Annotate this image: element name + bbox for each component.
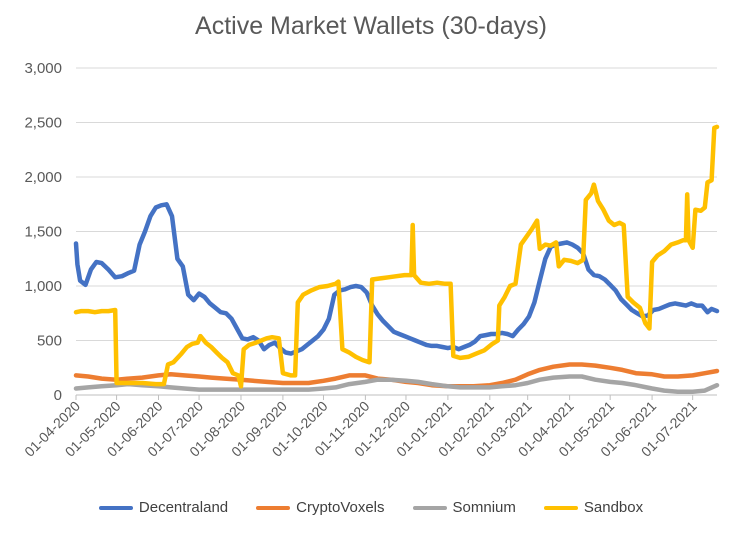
legend-swatch bbox=[98, 505, 133, 510]
y-tick-label: 2,500 bbox=[24, 115, 62, 132]
legend-label: Sandbox bbox=[583, 499, 644, 516]
legend: Decentraland CryptoVoxels Somnium Sandbox bbox=[0, 499, 742, 516]
legend-swatch bbox=[256, 505, 291, 510]
legend-swatch bbox=[543, 505, 578, 510]
y-axis-ticks: 0 500 1,000 1,500 2,000 2,500 3,000 bbox=[24, 60, 62, 404]
legend-item-sandbox: Sandbox bbox=[543, 499, 644, 516]
y-tick-label: 3,000 bbox=[24, 60, 62, 77]
y-tick-label: 1,500 bbox=[24, 224, 62, 241]
legend-swatch bbox=[412, 505, 447, 510]
legend-label: Decentraland bbox=[138, 499, 229, 516]
chart-title: Active Market Wallets (30-days) bbox=[195, 12, 547, 40]
series-line-somnium bbox=[73, 374, 720, 394]
x-axis-ticks: 01-04-202001-05-202001-06-202001-07-2020… bbox=[21, 395, 700, 460]
legend-item-somnium: Somnium bbox=[412, 499, 516, 516]
series-lines bbox=[73, 124, 720, 394]
series-line-sandbox bbox=[73, 124, 720, 389]
legend-item-decentraland: Decentraland bbox=[98, 499, 229, 516]
y-tick-label: 2,000 bbox=[24, 169, 62, 186]
legend-label: CryptoVoxels bbox=[296, 499, 385, 516]
legend-label: Somnium bbox=[452, 499, 516, 516]
y-tick-label: 0 bbox=[54, 387, 62, 404]
y-tick-label: 1,000 bbox=[24, 278, 62, 295]
series-line-decentraland bbox=[73, 202, 720, 356]
legend-item-cryptovoxels: CryptoVoxels bbox=[256, 499, 385, 516]
y-tick-label: 500 bbox=[37, 333, 62, 350]
